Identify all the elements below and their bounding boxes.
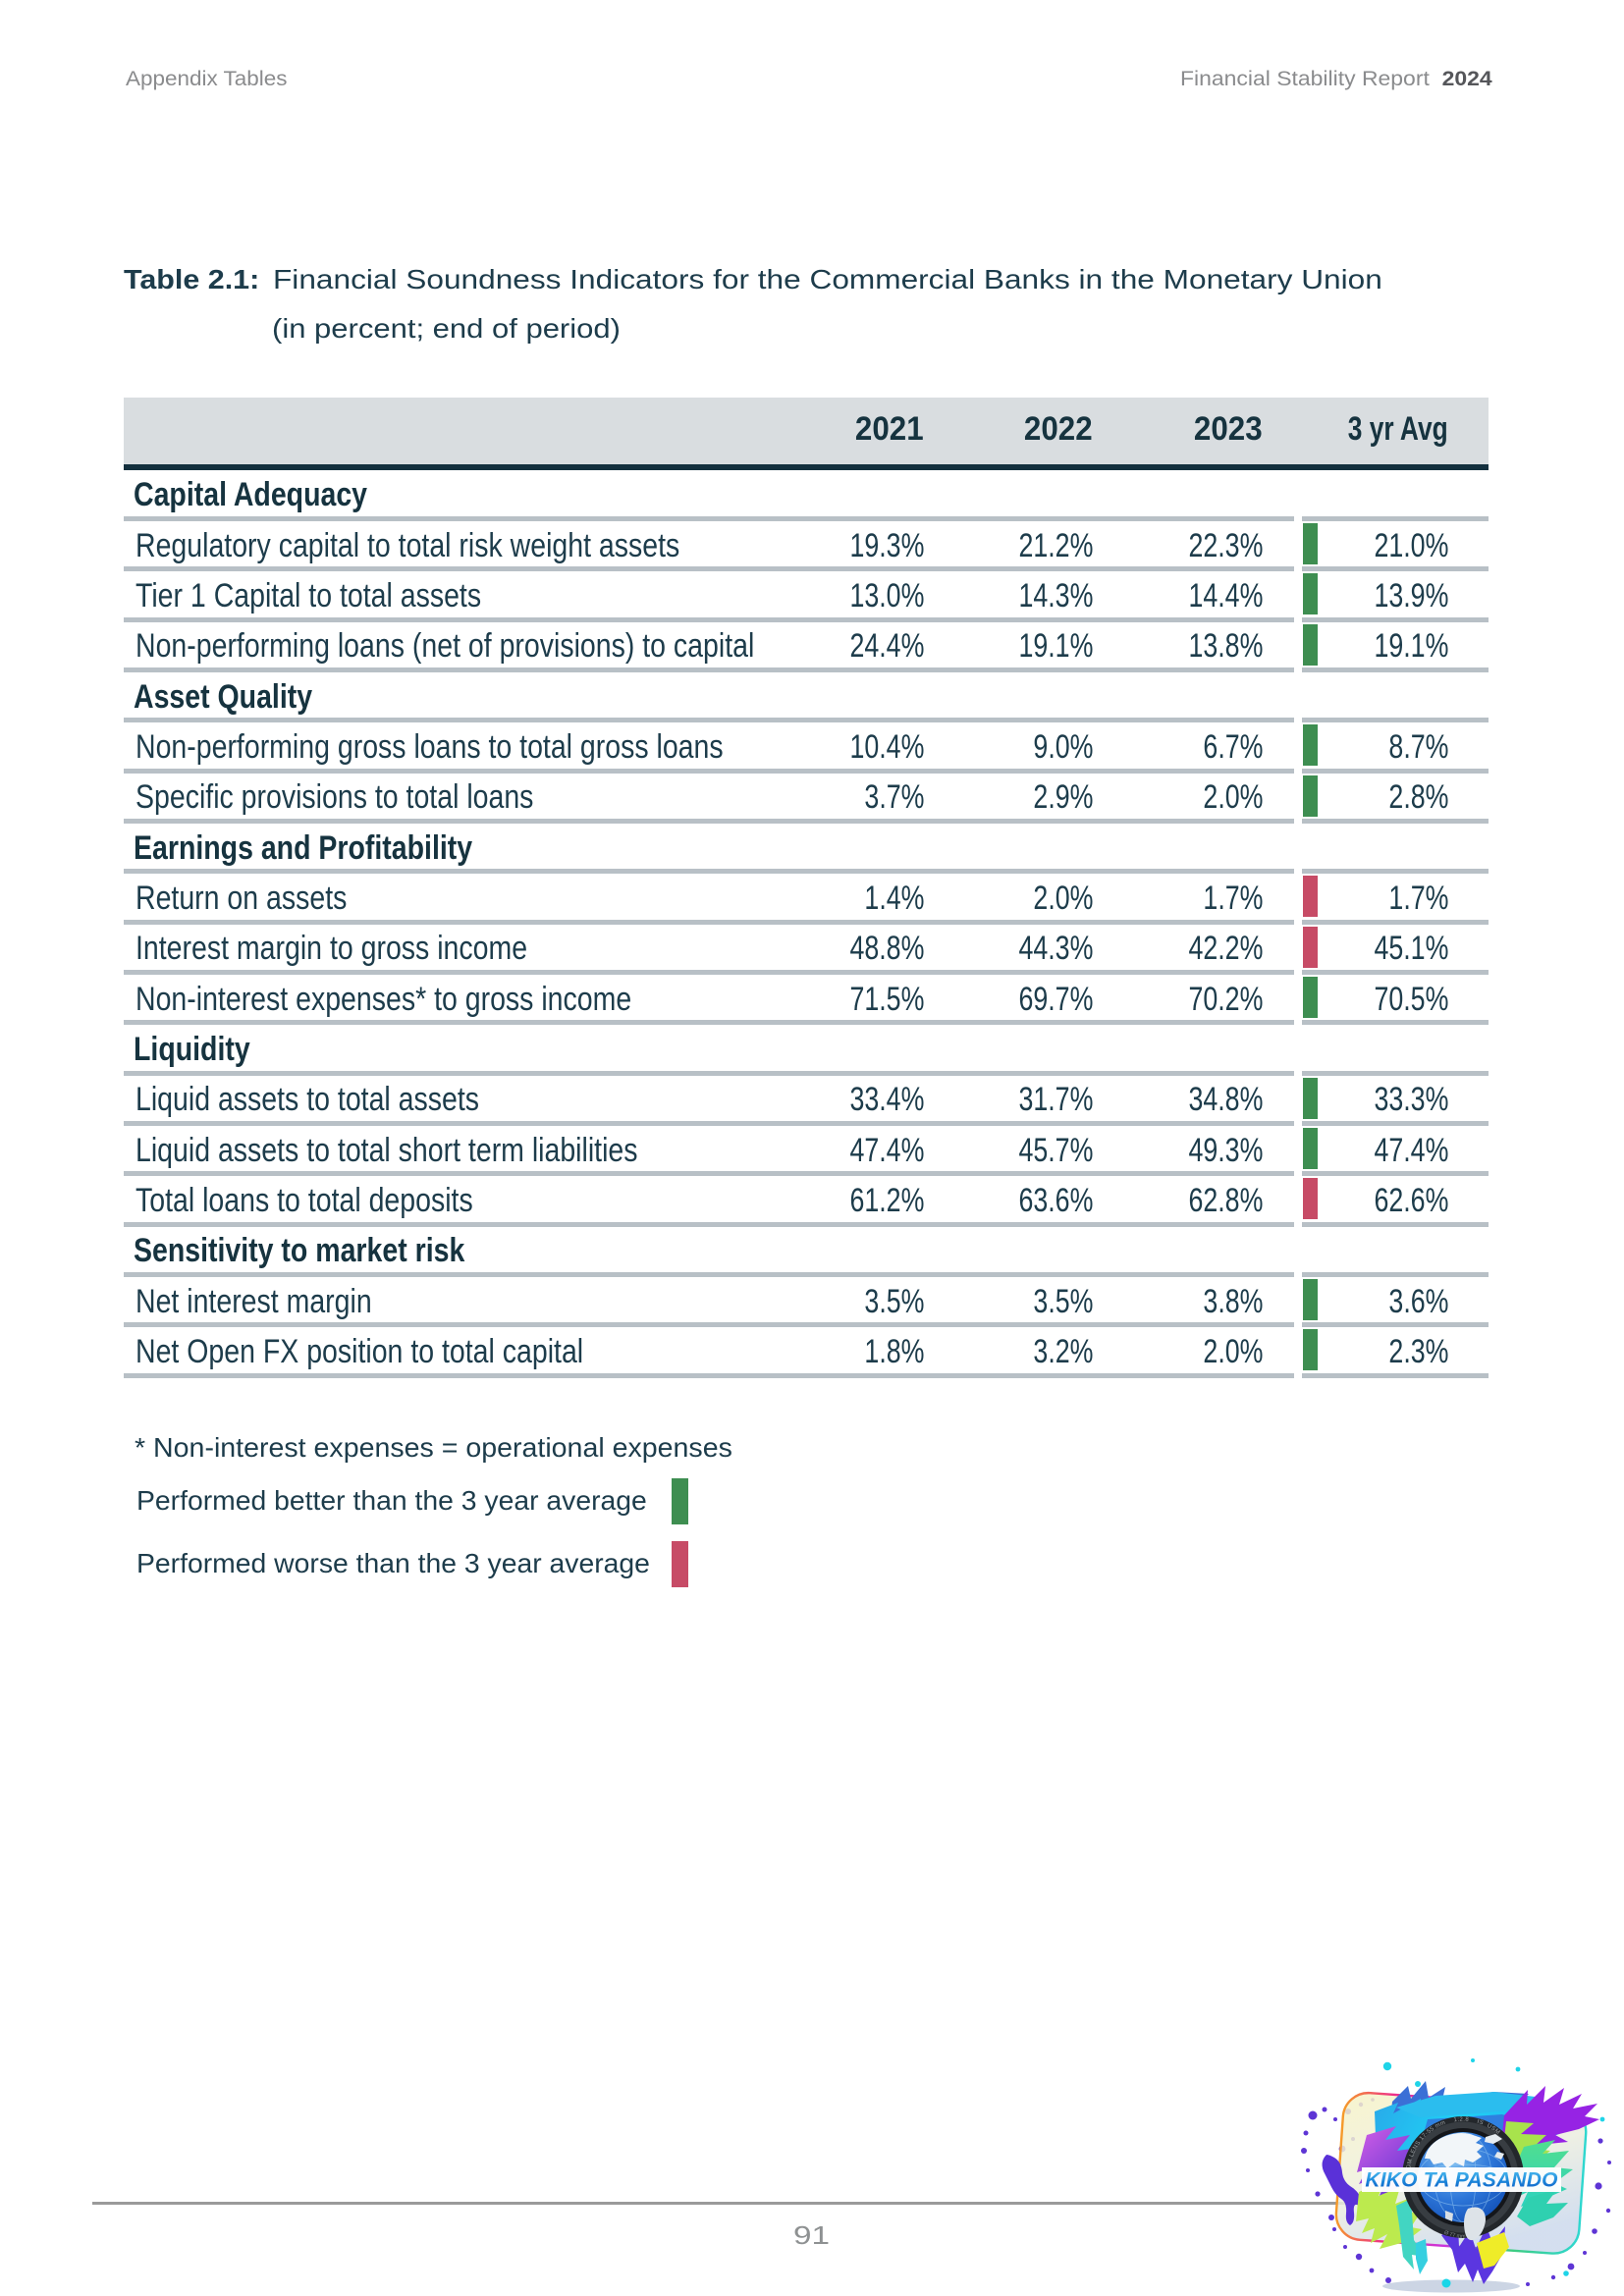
- svg-text:KIKO TA PASANDO: KIKO TA PASANDO: [1365, 2169, 1557, 2192]
- svg-text:Ø 77 mm: Ø 77 mm: [1443, 2230, 1466, 2240]
